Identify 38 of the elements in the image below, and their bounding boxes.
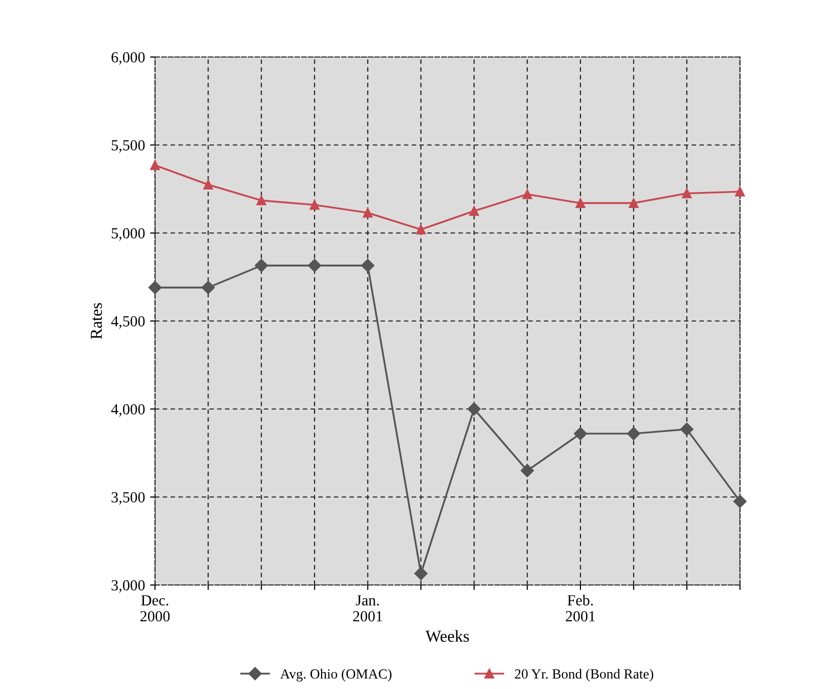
point: [680, 422, 694, 436]
point: [574, 427, 588, 440]
point: [627, 427, 640, 440]
y-tick-label: 6,000: [112, 52, 145, 65]
point: [361, 258, 374, 272]
point: [682, 188, 692, 198]
y-tick-label: 4,000: [111, 404, 145, 417]
point: [468, 402, 481, 416]
point: [520, 464, 534, 478]
point: [416, 224, 426, 234]
y-tick-label: 3,500: [112, 492, 145, 505]
point: [628, 198, 638, 208]
point: [310, 200, 320, 210]
point: [469, 206, 479, 216]
y-axis-title: Rates: [90, 303, 102, 340]
point: [522, 189, 532, 200]
point: [414, 566, 428, 580]
point: [150, 160, 160, 170]
y-tick-label: 5,000: [112, 228, 145, 241]
x-tick-label: Jan. 2001: [353, 595, 382, 622]
y-tick-label: 5,500: [112, 140, 145, 153]
point: [254, 258, 268, 272]
point: [733, 494, 747, 508]
point: [256, 196, 266, 206]
y-tick-label: 3,000: [112, 580, 145, 593]
point: [203, 180, 214, 190]
point: [202, 280, 215, 294]
point: [148, 280, 162, 294]
legend-label: Avg. Ohio (OMAC): [280, 668, 392, 682]
point: [362, 208, 373, 218]
y-tick-label: 4,500: [111, 316, 145, 329]
x-tick-label: Feb. 2001: [566, 594, 595, 622]
legend-label: 20 Yr. Bond (Bond Rate): [514, 668, 654, 682]
x-axis-title: Weeks: [426, 630, 469, 642]
point: [576, 198, 586, 208]
x-tick-label: Dec. 2000: [140, 595, 170, 622]
point: [735, 186, 745, 196]
point: [308, 258, 322, 272]
